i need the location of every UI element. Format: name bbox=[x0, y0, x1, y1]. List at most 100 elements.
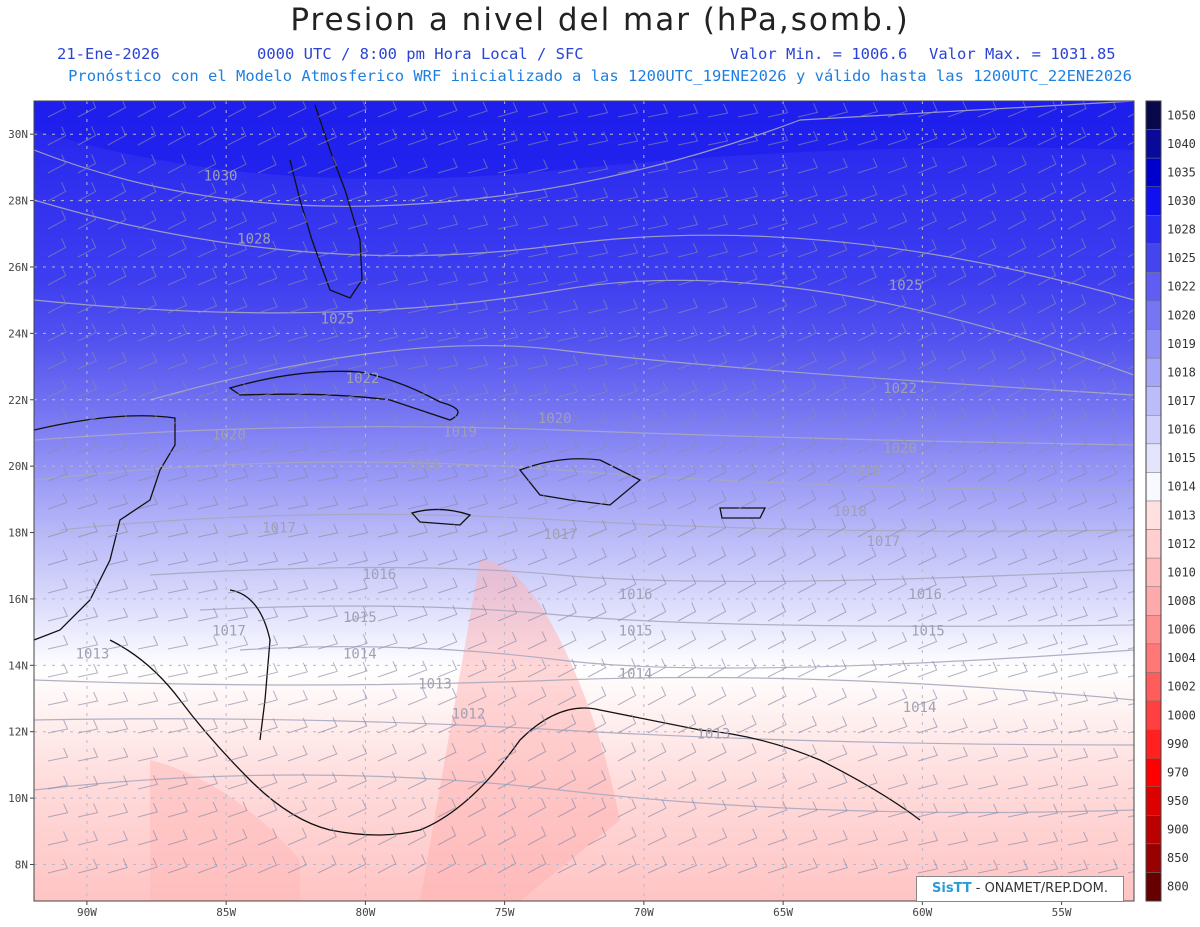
wind-barb bbox=[497, 826, 517, 846]
wind-barb bbox=[587, 103, 609, 118]
wind-barb bbox=[287, 607, 309, 622]
wind-barb bbox=[407, 101, 428, 118]
wind-barb bbox=[257, 155, 277, 174]
wind-barb bbox=[527, 714, 547, 734]
contour-label: 1015 bbox=[911, 623, 945, 639]
wind-barb bbox=[437, 327, 459, 342]
wind-barb bbox=[557, 355, 579, 370]
wind-barb bbox=[467, 687, 487, 706]
wind-barb bbox=[47, 803, 69, 818]
longitude-labels: 90W 85W 80W 75W 70W 65W 60W 55W bbox=[77, 901, 1072, 919]
lat-label: 10N bbox=[8, 792, 28, 805]
wind-barb bbox=[647, 187, 669, 202]
wind-barb bbox=[77, 436, 98, 454]
wind-barb bbox=[1097, 101, 1117, 118]
wind-barb bbox=[317, 827, 337, 846]
wind-barb bbox=[1007, 127, 1027, 146]
wind-barb bbox=[527, 271, 549, 286]
wind-barb bbox=[77, 182, 97, 202]
wind-barb bbox=[257, 523, 279, 538]
wind-barb bbox=[857, 462, 877, 482]
contour-label: 1013 bbox=[76, 647, 110, 663]
wind-barb bbox=[767, 743, 787, 762]
wind-barb bbox=[887, 294, 907, 314]
wind-barb bbox=[1007, 155, 1027, 174]
wind-barb bbox=[587, 798, 607, 818]
wind-barb bbox=[467, 466, 489, 482]
wind-barb bbox=[707, 658, 727, 678]
wind-barb bbox=[647, 353, 668, 370]
wind-barb bbox=[707, 490, 727, 510]
grid bbox=[34, 101, 1134, 901]
wind-barb bbox=[1097, 266, 1117, 286]
wind-barb bbox=[257, 126, 277, 146]
wind-barb bbox=[917, 434, 937, 454]
central-america-low bbox=[150, 760, 300, 901]
wind-barb bbox=[107, 858, 128, 874]
wind-barb bbox=[707, 352, 728, 370]
wind-barb bbox=[947, 689, 968, 706]
wind-barb bbox=[407, 633, 428, 650]
wind-barb bbox=[1067, 464, 1088, 482]
wind-barb bbox=[647, 491, 667, 510]
wind-barb bbox=[827, 406, 847, 426]
wind-barb bbox=[737, 269, 758, 286]
wind-barb bbox=[677, 630, 697, 650]
wind-barb bbox=[647, 630, 667, 650]
wind-barb bbox=[377, 854, 397, 874]
wind-barb bbox=[317, 772, 338, 790]
wind-barb bbox=[77, 351, 97, 370]
wind-barb bbox=[47, 322, 67, 342]
wind-barb bbox=[827, 631, 847, 650]
wind-barb bbox=[407, 854, 427, 874]
wind-barb bbox=[1097, 521, 1118, 538]
wind-barb bbox=[1037, 238, 1057, 258]
wind-barb bbox=[47, 436, 68, 454]
wind-barb bbox=[347, 606, 368, 622]
wind-barb bbox=[827, 773, 848, 790]
wind-barb bbox=[1037, 406, 1057, 426]
wind-barb bbox=[467, 383, 489, 398]
wind-barb bbox=[1007, 548, 1028, 566]
wind-barb bbox=[1067, 182, 1087, 202]
wind-barb bbox=[887, 129, 908, 146]
wind-barb bbox=[947, 183, 967, 202]
wind-barb bbox=[497, 631, 517, 650]
wind-barb bbox=[677, 463, 697, 482]
wind-barb bbox=[197, 381, 218, 398]
wind-barb bbox=[287, 827, 308, 846]
wind-barb bbox=[1007, 605, 1028, 622]
wind-barb bbox=[497, 215, 519, 230]
wind-barb bbox=[227, 297, 248, 314]
wind-barb bbox=[857, 102, 878, 118]
wind-barb bbox=[707, 407, 728, 426]
wind-barb bbox=[137, 691, 159, 706]
wind-barb bbox=[467, 826, 487, 846]
wind-barb bbox=[77, 154, 97, 174]
wind-barb bbox=[677, 298, 698, 314]
map-frame bbox=[33, 100, 1135, 902]
wind-barb bbox=[587, 271, 609, 286]
wind-barb bbox=[287, 495, 309, 510]
legend-label: 1020 bbox=[1167, 308, 1196, 322]
wind-barb bbox=[137, 579, 159, 594]
wind-barb bbox=[827, 378, 847, 398]
wind-barb bbox=[407, 660, 428, 678]
wind-barb bbox=[527, 631, 547, 650]
wind-barb bbox=[407, 327, 429, 342]
wind-barb bbox=[827, 546, 847, 566]
legend-label: 1030 bbox=[1167, 194, 1196, 208]
wind-barb bbox=[47, 493, 68, 510]
wind-barb bbox=[737, 242, 758, 258]
lon-label: 55W bbox=[1052, 906, 1072, 919]
wind-barb bbox=[527, 520, 548, 538]
wind-barb bbox=[1037, 859, 1059, 874]
wind-barb bbox=[797, 659, 817, 678]
wind-barb bbox=[617, 630, 637, 650]
wind-barb bbox=[947, 661, 968, 678]
legend-swatch bbox=[1145, 500, 1162, 530]
wind-barb bbox=[227, 126, 247, 146]
wind-barb bbox=[587, 243, 609, 258]
wind-barb bbox=[887, 575, 907, 594]
wind-barb bbox=[947, 519, 967, 538]
